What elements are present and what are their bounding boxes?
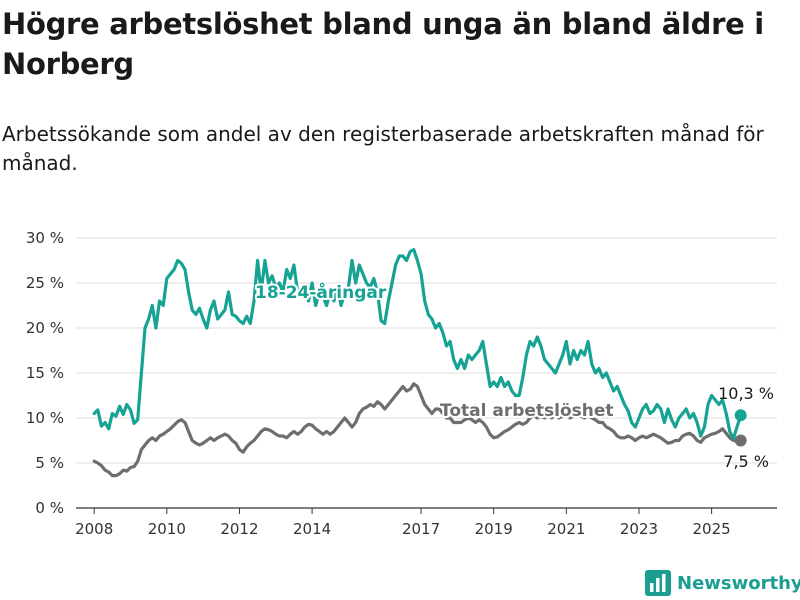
x-tick-label: 2023 — [620, 520, 658, 538]
x-tick-label: 2012 — [220, 520, 258, 538]
x-tick-label: 2019 — [475, 520, 513, 538]
series-label-total: Total arbetslöshet — [440, 401, 614, 421]
y-tick-label: 30 % — [26, 229, 64, 247]
newsworthy-logo[interactable]: Newsworthy — [645, 569, 800, 597]
y-axis-ticks: 0 % 5 % 10 % 15 % 20 % 25 % 30 % — [26, 229, 64, 517]
series-line-youth-end-point — [734, 409, 747, 422]
newsworthy-bar-chart-icon — [645, 570, 671, 596]
series-lines — [92, 248, 747, 478]
y-tick-label: 15 % — [26, 364, 64, 382]
x-tick-label: 2017 — [402, 520, 440, 538]
x-tick-label: 2014 — [293, 520, 331, 538]
end-label-youth: 10,3 % — [718, 384, 774, 403]
series-line-total — [92, 382, 743, 478]
y-tick-label: 10 % — [26, 409, 64, 427]
chart-title: Högre arbetslöshet bland unga än bland ä… — [2, 7, 764, 81]
y-tick-label: 25 % — [26, 274, 64, 292]
y-tick-label: 5 % — [35, 454, 64, 472]
x-tick-label: 2008 — [75, 520, 113, 538]
series-labels: 18-24-åringar Total arbetslöshet 10,3 % 7,5… — [253, 279, 774, 471]
series-line-youth — [92, 248, 743, 441]
y-tick-label: 0 % — [35, 499, 64, 517]
x-tick-label: 2021 — [547, 520, 585, 538]
x-tick-label: 2025 — [693, 520, 731, 538]
brand-name: Newsworthy — [677, 572, 800, 594]
x-axis-ticks: 2008 2010 2012 2014 2017 2019 2021 2023 2025 — [75, 508, 731, 538]
series-line-total-end-point — [734, 434, 747, 447]
grid-lines — [76, 237, 777, 509]
chart-subtitle: Arbetssökande som andel av den registerb… — [2, 122, 764, 175]
end-label-total: 7,5 % — [723, 452, 769, 471]
series-label-youth: 18-24-åringar — [255, 281, 387, 303]
x-tick-label: 2010 — [148, 520, 186, 538]
y-tick-label: 20 % — [26, 319, 64, 337]
